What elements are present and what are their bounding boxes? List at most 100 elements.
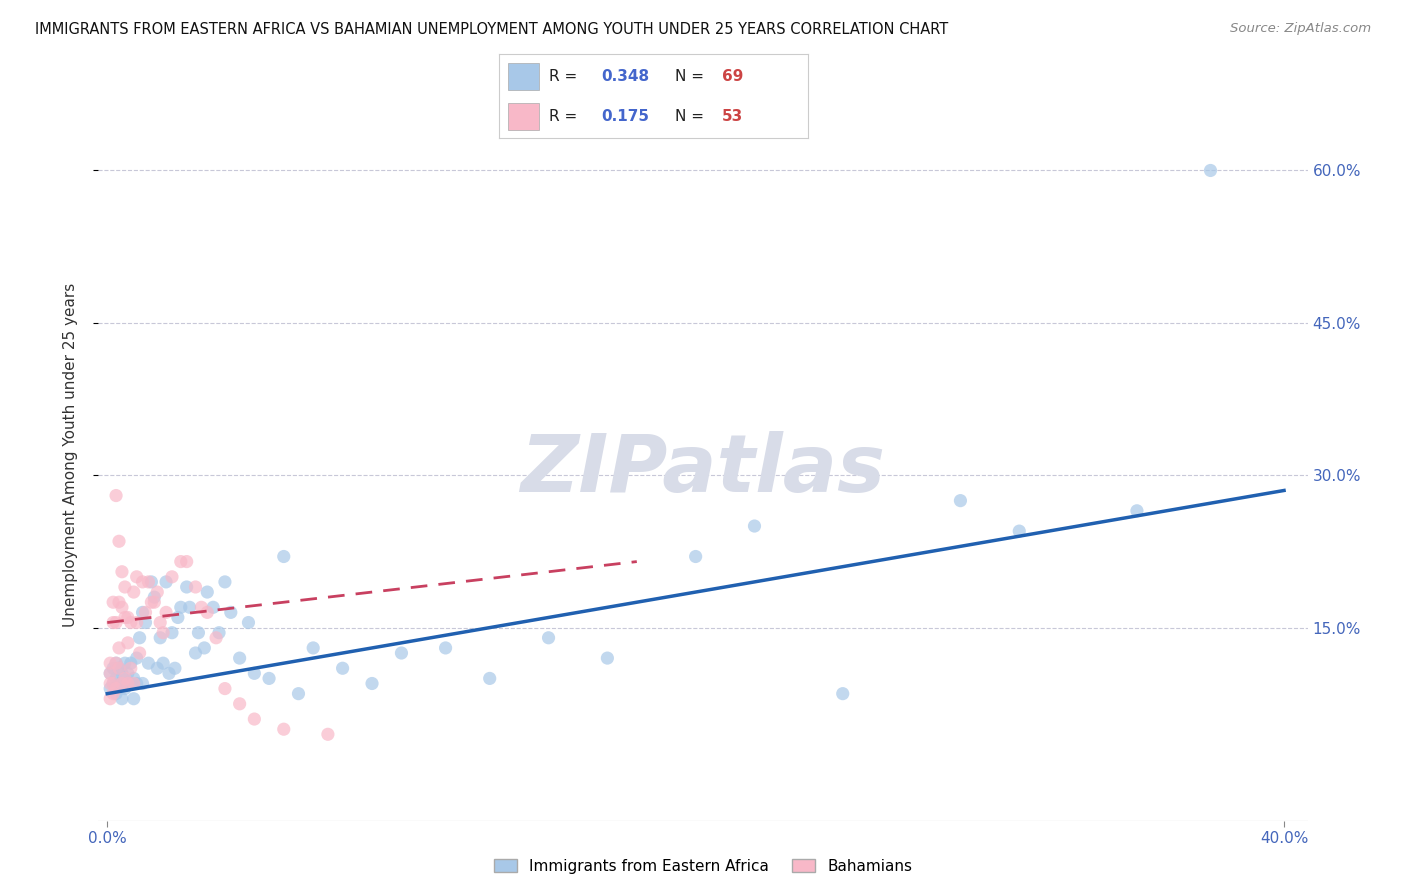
Point: [131, 606, 153, 620]
Point: [105, 672, 128, 686]
Point: [228, 651, 250, 665]
Point: [138, 574, 160, 589]
Point: [120, 656, 142, 670]
Point: [98, 666, 121, 681]
Point: [120, 661, 142, 675]
Point: [98, 676, 121, 690]
Text: Source: ZipAtlas.com: Source: ZipAtlas.com: [1230, 22, 1371, 36]
Point: [120, 676, 142, 690]
Point: [108, 676, 131, 690]
Point: [1008, 524, 1031, 538]
Point: [332, 661, 354, 675]
Point: [134, 615, 156, 630]
FancyBboxPatch shape: [509, 103, 540, 130]
Point: [273, 723, 295, 737]
Point: [152, 656, 174, 670]
Point: [111, 600, 134, 615]
Point: [98, 666, 121, 681]
Point: [98, 691, 121, 706]
Point: [157, 666, 180, 681]
Point: [108, 534, 131, 549]
Point: [685, 549, 707, 564]
Point: [105, 687, 128, 701]
Point: [243, 666, 266, 681]
Point: [143, 590, 166, 604]
Point: [155, 574, 177, 589]
Text: 0.175: 0.175: [602, 109, 650, 124]
Point: [141, 595, 163, 609]
Point: [125, 615, 148, 630]
Text: N =: N =: [675, 109, 704, 124]
Point: [179, 600, 201, 615]
Point: [190, 600, 212, 615]
Y-axis label: Unemployment Among Youth under 25 years: Unemployment Among Youth under 25 years: [63, 283, 77, 627]
Point: [149, 631, 172, 645]
Point: [170, 600, 193, 615]
Point: [160, 570, 183, 584]
Point: [101, 676, 124, 690]
Text: 0.348: 0.348: [602, 69, 650, 84]
Point: [238, 615, 260, 630]
Point: [243, 712, 266, 726]
Point: [155, 606, 177, 620]
Text: R =: R =: [548, 109, 576, 124]
Point: [146, 661, 169, 675]
Point: [108, 661, 131, 675]
Point: [105, 489, 128, 503]
Point: [105, 656, 128, 670]
Point: [141, 574, 163, 589]
Point: [184, 646, 207, 660]
Point: [202, 600, 225, 615]
Point: [257, 672, 280, 686]
Text: 69: 69: [721, 69, 744, 84]
Point: [111, 565, 134, 579]
Point: [114, 681, 136, 696]
Point: [122, 676, 145, 690]
Point: [108, 640, 131, 655]
FancyBboxPatch shape: [509, 62, 540, 90]
Point: [98, 681, 121, 696]
Point: [128, 631, 150, 645]
Point: [831, 687, 853, 701]
Point: [949, 493, 972, 508]
Point: [131, 574, 153, 589]
Point: [114, 610, 136, 624]
Point: [111, 676, 134, 690]
Point: [152, 625, 174, 640]
Point: [117, 636, 139, 650]
Point: [122, 691, 145, 706]
Point: [391, 646, 413, 660]
Point: [105, 681, 128, 696]
Point: [273, 549, 295, 564]
Point: [122, 585, 145, 599]
Point: [114, 656, 136, 670]
Point: [316, 727, 339, 741]
Point: [214, 681, 236, 696]
Point: [117, 610, 139, 624]
Text: IMMIGRANTS FROM EASTERN AFRICA VS BAHAMIAN UNEMPLOYMENT AMONG YOUTH UNDER 25 YEA: IMMIGRANTS FROM EASTERN AFRICA VS BAHAMI…: [35, 22, 949, 37]
Point: [163, 661, 186, 675]
Point: [143, 595, 166, 609]
Point: [122, 672, 145, 686]
Point: [117, 676, 139, 690]
Point: [125, 570, 148, 584]
Point: [170, 555, 193, 569]
Point: [128, 646, 150, 660]
Point: [120, 615, 142, 630]
Point: [149, 615, 172, 630]
Point: [125, 676, 148, 690]
Text: 53: 53: [721, 109, 744, 124]
Point: [1126, 504, 1149, 518]
Text: R =: R =: [548, 69, 576, 84]
Point: [361, 676, 384, 690]
Point: [228, 697, 250, 711]
Point: [596, 651, 619, 665]
Point: [131, 676, 153, 690]
Point: [134, 606, 156, 620]
Point: [101, 661, 124, 675]
Point: [111, 676, 134, 690]
Point: [117, 666, 139, 681]
Point: [744, 519, 766, 533]
Point: [166, 610, 188, 624]
Point: [193, 640, 215, 655]
